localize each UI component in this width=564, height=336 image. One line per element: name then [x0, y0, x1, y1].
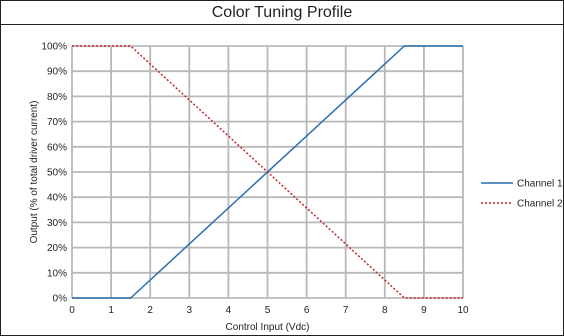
x-tick-label: 4 [226, 305, 232, 316]
y-tick-label: 70% [47, 117, 67, 128]
legend-label-channel-1: Channel 1 [517, 179, 563, 190]
chart-title: Color Tuning Profile [1, 1, 563, 25]
y-tick-label: 30% [47, 218, 67, 229]
y-tick-label: 10% [47, 268, 67, 279]
series-lines [72, 45, 463, 299]
grid [71, 45, 464, 299]
series-line-channel-2 [72, 45, 463, 299]
x-tick-label: 2 [147, 305, 153, 316]
y-tick-label: 50% [47, 168, 67, 179]
y-tick-label: 60% [47, 142, 67, 153]
y-tick-label: 100% [41, 42, 67, 53]
x-tick-label: 10 [457, 305, 469, 316]
y-tick-label: 20% [47, 243, 67, 254]
y-axis-title: Output (% of total driver current) [29, 101, 40, 244]
x-tick-label: 1 [108, 305, 114, 316]
x-tick-labels: 0 1 2 3 4 5 6 7 8 9 10 [69, 305, 469, 316]
y-tick-labels: 0% 10% 20% 30% 40% 50% 60% 70% 80% 90% 100% [41, 42, 67, 305]
x-tick-label: 7 [343, 305, 349, 316]
x-tick-label: 0 [69, 305, 75, 316]
y-tick-label: 90% [47, 67, 67, 78]
y-tick-label: 40% [47, 193, 67, 204]
chart-title-text: Color Tuning Profile [211, 3, 353, 21]
y-tick-label: 0% [53, 294, 68, 305]
x-tick-label: 9 [421, 305, 427, 316]
x-tick-label: 8 [382, 305, 388, 316]
legend-label-channel-2: Channel 2 [517, 199, 563, 210]
x-tick-label: 5 [265, 305, 271, 316]
x-tick-label: 3 [187, 305, 193, 316]
y-tick-label: 80% [47, 92, 67, 103]
x-tick-label: 6 [304, 305, 310, 316]
legend: Channel 1 Channel 2 [481, 179, 563, 210]
x-axis-title: Control Input (Vdc) [226, 322, 310, 333]
